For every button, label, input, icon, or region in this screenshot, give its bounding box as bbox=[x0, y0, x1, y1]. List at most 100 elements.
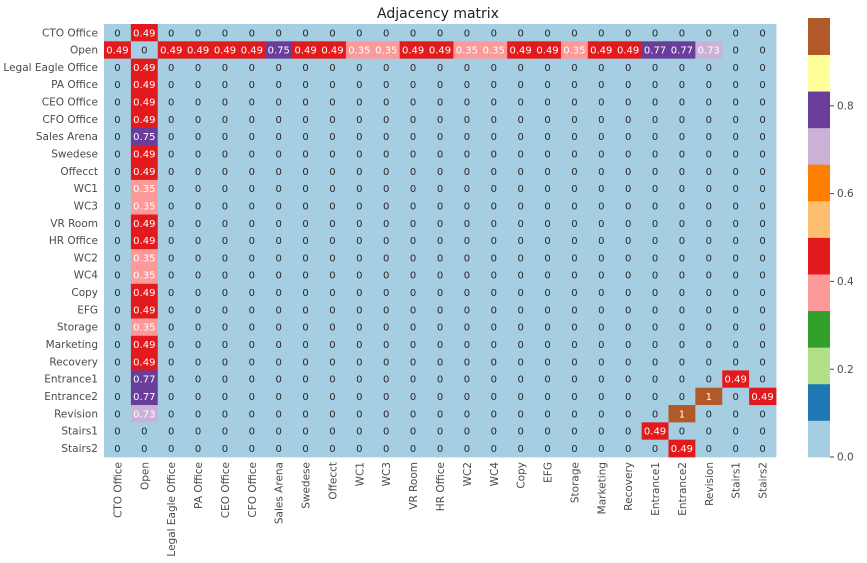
heatmap-cell bbox=[399, 110, 427, 129]
heatmap-cell bbox=[668, 301, 696, 319]
heatmap-cell bbox=[587, 145, 616, 163]
cell-value-label: 0 bbox=[571, 219, 577, 230]
cell-value-label: 0 bbox=[706, 219, 712, 230]
cell-value-label: 0 bbox=[437, 323, 443, 334]
cell-value-label: 0 bbox=[410, 63, 416, 74]
heatmap-cell bbox=[238, 93, 266, 111]
cell-value-label: 0.35 bbox=[456, 46, 478, 57]
cell-value-label: 0 bbox=[383, 288, 389, 299]
cell-value-label: 0 bbox=[759, 80, 765, 91]
heatmap-cell bbox=[722, 370, 750, 389]
y-tick-label: Stairs2 bbox=[61, 443, 98, 455]
cell-value-label: 0 bbox=[732, 80, 738, 91]
cell-value-label: 0 bbox=[759, 236, 765, 247]
heatmap-cell bbox=[157, 353, 186, 371]
cell-value-label: 0 bbox=[195, 392, 201, 403]
heatmap-cell bbox=[641, 439, 669, 458]
heatmap-cell bbox=[480, 301, 508, 319]
cell-value-label: 0 bbox=[625, 409, 631, 420]
cell-value-label: 0 bbox=[410, 375, 416, 386]
cell-value-label: 0 bbox=[276, 340, 282, 351]
cell-value-label: 0 bbox=[249, 375, 255, 386]
cell-value-label: 0 bbox=[437, 253, 443, 264]
cell-value-label: 0 bbox=[625, 115, 631, 126]
cell-value-label: 0 bbox=[168, 271, 174, 282]
heatmap-cell bbox=[641, 41, 669, 60]
cell-value-label: 0 bbox=[571, 392, 577, 403]
heatmap-cell bbox=[695, 301, 723, 319]
cell-value-label: 0 bbox=[222, 427, 228, 438]
cell-value-label: 0 bbox=[276, 427, 282, 438]
heatmap-cell bbox=[345, 24, 374, 42]
cell-value-label: 0 bbox=[329, 201, 335, 212]
cell-value-label: 0 bbox=[491, 392, 497, 403]
cell-value-label: 0 bbox=[276, 201, 282, 212]
cell-value-label: 0 bbox=[222, 340, 228, 351]
cell-value-label: 0 bbox=[114, 150, 120, 161]
cell-value-label: 0 bbox=[356, 150, 362, 161]
heatmap-cell bbox=[238, 214, 266, 233]
heatmap-cell bbox=[372, 370, 401, 389]
heatmap-cell bbox=[265, 335, 293, 354]
cell-value-label: 0 bbox=[437, 444, 443, 455]
cell-value-label: 0 bbox=[410, 323, 416, 334]
heatmap-cell bbox=[534, 439, 562, 458]
heatmap-cell bbox=[614, 75, 642, 94]
heatmap-cell bbox=[265, 353, 293, 371]
heatmap-cell bbox=[345, 318, 374, 337]
cell-value-label: 0 bbox=[168, 253, 174, 264]
cell-value-label: 0 bbox=[329, 80, 335, 91]
cell-value-label: 0 bbox=[491, 253, 497, 264]
cell-value-label: 0 bbox=[544, 219, 550, 230]
cell-value-label: 0 bbox=[356, 80, 362, 91]
cell-value-label: 0 bbox=[437, 201, 443, 212]
cell-value-label: 0 bbox=[410, 150, 416, 161]
x-tick-label: Marketing bbox=[596, 462, 608, 514]
heatmap-cell bbox=[426, 249, 454, 267]
heatmap-cell bbox=[238, 75, 266, 94]
colorbar-segment bbox=[808, 54, 830, 92]
heatmap-cell bbox=[104, 93, 132, 111]
cell-value-label: 0 bbox=[168, 427, 174, 438]
cell-value-label: 0 bbox=[276, 444, 282, 455]
y-tick-label: Entrance1 bbox=[44, 374, 98, 386]
heatmap-cell bbox=[534, 353, 562, 371]
heatmap-cell bbox=[345, 439, 374, 458]
cell-value-label: 0 bbox=[356, 184, 362, 195]
cell-value-label: 0 bbox=[195, 184, 201, 195]
heatmap-cell bbox=[130, 110, 159, 129]
heatmap-cell bbox=[722, 145, 750, 163]
heatmap-cell bbox=[614, 318, 642, 337]
cell-value-label: 0.49 bbox=[133, 305, 155, 316]
heatmap-cell bbox=[292, 162, 320, 181]
cell-value-label: 0 bbox=[625, 305, 631, 316]
heatmap-cell bbox=[211, 145, 239, 163]
cell-value-label: 0 bbox=[464, 288, 470, 299]
cell-value-label: 0.49 bbox=[294, 46, 316, 57]
cell-value-label: 0 bbox=[249, 340, 255, 351]
cell-value-label: 0 bbox=[356, 115, 362, 126]
cell-value-label: 0 bbox=[383, 271, 389, 282]
heatmap-cell bbox=[587, 24, 616, 42]
cell-value-label: 0 bbox=[329, 357, 335, 368]
heatmap-cell bbox=[130, 439, 159, 458]
heatmap-cell bbox=[480, 197, 508, 215]
cell-value-label: 0 bbox=[679, 357, 685, 368]
heatmap-cell bbox=[238, 145, 266, 163]
heatmap-cell bbox=[184, 370, 212, 389]
heatmap-cell bbox=[211, 58, 239, 77]
cell-value-label: 0 bbox=[464, 63, 470, 74]
heatmap-cell bbox=[426, 179, 454, 198]
cell-value-label: 0 bbox=[437, 305, 443, 316]
heatmap-cell bbox=[507, 110, 535, 129]
cell-value-label: 0 bbox=[732, 63, 738, 74]
cell-value-label: 0 bbox=[759, 357, 765, 368]
colorbar-segment bbox=[808, 164, 830, 202]
cell-value-label: 0 bbox=[114, 305, 120, 316]
heatmap-cell bbox=[238, 422, 266, 441]
cell-value-label: 0 bbox=[329, 444, 335, 455]
cell-value-label: 0 bbox=[571, 63, 577, 74]
x-tick-label: Sales Arena bbox=[274, 462, 286, 524]
heatmap-cell bbox=[560, 58, 589, 77]
heatmap-cell bbox=[587, 439, 616, 458]
